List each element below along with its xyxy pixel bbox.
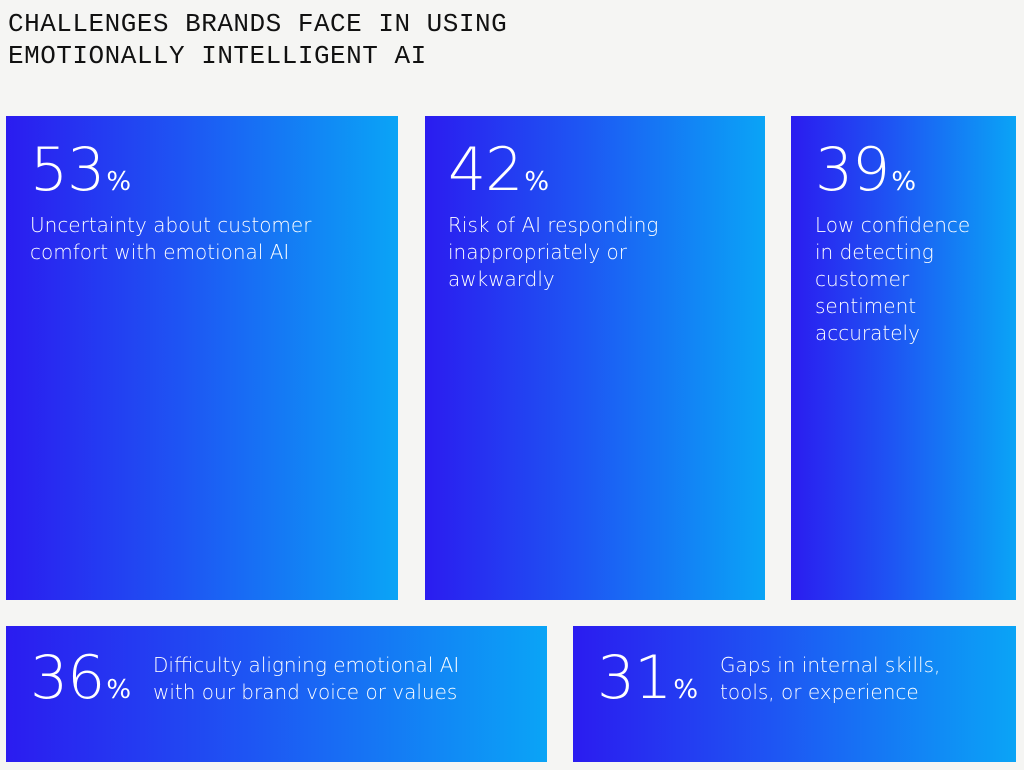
- stat-unit: %: [106, 675, 131, 705]
- stat-unit: %: [673, 675, 698, 705]
- stat-unit: %: [524, 167, 549, 197]
- stat-value-wrap: 39%: [815, 140, 916, 212]
- stat-card: 31% Gaps in internal skills, tools, or e…: [573, 626, 1016, 762]
- stat-value: 42: [448, 135, 523, 205]
- stat-label: Gaps in internal skills, tools, or exper…: [720, 653, 941, 704]
- stat-label: Uncertainty about customer comfort with …: [30, 213, 312, 264]
- stat-card: 36% Difficulty aligning emotional AI wit…: [6, 626, 547, 762]
- stat-label: Difficulty aligning emotional AI with ou…: [153, 653, 460, 704]
- stat-unit: %: [106, 167, 131, 197]
- stat-value-wrap: 53%: [30, 140, 131, 212]
- stat-value: 31: [597, 643, 672, 713]
- stat-value-wrap: 42%: [448, 140, 549, 212]
- stat-value-wrap: 31%: [597, 648, 698, 720]
- stat-value-wrap: 36%: [30, 648, 131, 720]
- stat-value: 53: [30, 135, 105, 205]
- stat-card: 42% Risk of AI responding inappropriatel…: [425, 116, 765, 600]
- stat-value: 36: [30, 643, 105, 713]
- stat-unit: %: [891, 167, 916, 197]
- stat-card: 39% Low confidence in detecting customer…: [791, 116, 1016, 600]
- stat-card: 53% Uncertainty about customer comfort w…: [6, 116, 398, 600]
- stat-value: 39: [815, 135, 890, 205]
- stat-label: Risk of AI responding inappropriately or…: [448, 213, 659, 291]
- page-title: CHALLENGES BRANDS FACE IN USING EMOTIONA…: [8, 9, 508, 71]
- stat-label: Low confidence in detecting customer sen…: [815, 213, 971, 345]
